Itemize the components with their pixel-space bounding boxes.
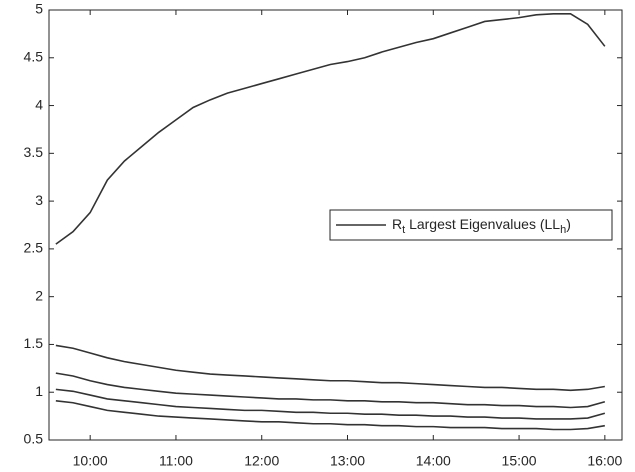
- y-tick-label: 0.5: [24, 431, 44, 447]
- x-tick-label: 15:00: [502, 453, 537, 469]
- x-tick-label: 16:00: [587, 453, 622, 469]
- y-tick-label: 1: [35, 383, 43, 399]
- y-tick-label: 3: [35, 192, 43, 208]
- y-tick-label: 3.5: [24, 144, 44, 160]
- x-tick-label: 12:00: [244, 453, 279, 469]
- x-tick-label: 11:00: [159, 453, 193, 469]
- y-tick-label: 5: [35, 1, 43, 17]
- legend-subscript: h: [560, 224, 566, 236]
- series-line: [55, 344, 605, 392]
- y-tick-label: 4: [35, 96, 43, 112]
- x-tick-label: 10:00: [73, 453, 108, 469]
- x-tick-label: 14:00: [416, 453, 451, 469]
- legend-text: ): [566, 216, 571, 232]
- series-line: [55, 372, 606, 409]
- x-tick-label: 13:00: [330, 453, 365, 469]
- legend-subscript: t: [402, 224, 405, 236]
- series-line: [55, 400, 605, 431]
- legend-text: Largest Eigenvalues (LL: [405, 216, 560, 232]
- y-tick-label: 4.5: [24, 48, 44, 64]
- legend-text: R: [392, 216, 402, 232]
- y-tick-label: 2: [35, 287, 43, 303]
- legend-label: Rt Largest Eigenvalues (LLh): [392, 216, 571, 236]
- y-tick-label: 2.5: [24, 240, 44, 256]
- series-line: [55, 388, 606, 420]
- y-tick-label: 1.5: [24, 335, 44, 351]
- series-line: [55, 13, 606, 245]
